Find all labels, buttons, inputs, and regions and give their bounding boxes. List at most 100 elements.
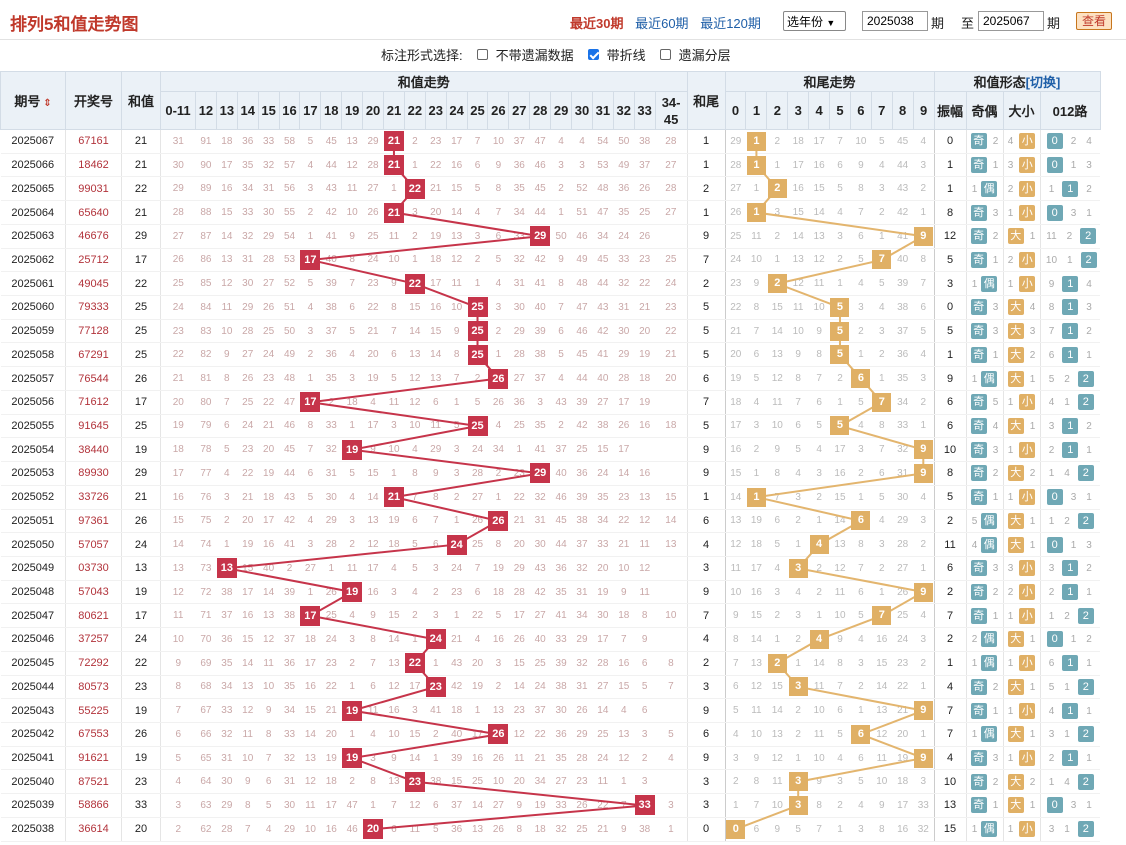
missing-value: 5 <box>412 562 418 574</box>
missing-value: 13 <box>618 728 630 740</box>
period-120-link[interactable]: 最近120期 <box>700 16 761 31</box>
sum-marker: 33 <box>634 795 655 816</box>
trend-cell: 24 <box>655 271 688 297</box>
option-no-missing-checkbox[interactable] <box>476 49 488 60</box>
tail-trend-cell: 6 <box>850 721 872 747</box>
trend-cell: 46 <box>550 484 572 510</box>
trend-cell: 43 <box>550 390 572 415</box>
missing-value: 36 <box>576 467 588 479</box>
oe-missing: 3 <box>992 326 999 338</box>
trend-cell: 9 <box>341 224 363 249</box>
trend-cell: 21 <box>237 484 259 510</box>
missing-value: 30 <box>618 325 630 337</box>
trend-cell: 14 <box>404 746 426 771</box>
missing-value: 9 <box>370 610 376 622</box>
trend-cell: 34 <box>571 603 593 629</box>
tail-trend-cell: 36 <box>892 342 914 368</box>
tail-trend-cell: 8 <box>787 366 809 391</box>
missing-value: 33 <box>221 705 233 717</box>
tail-trend-cell: 5 <box>829 295 851 320</box>
trend-cell: 5 <box>341 319 363 344</box>
tail-trend-cell: 1 <box>787 746 809 771</box>
missing-value: 15 <box>242 633 254 645</box>
trend-cell: 27 <box>160 224 196 249</box>
option-layer-checkbox[interactable] <box>659 49 671 60</box>
tail-trend-cell: 3 <box>787 675 809 700</box>
from-issue-input[interactable]: 2025038 <box>862 11 928 31</box>
trend-cell: 12 <box>404 390 426 415</box>
switch-link[interactable]: [切换] <box>1025 75 1061 90</box>
trend-cell: 20 <box>425 200 447 225</box>
missing-value: 17 <box>597 633 609 645</box>
tail-col-header: 5 <box>829 91 851 130</box>
missing-value: 17 <box>792 159 804 171</box>
missing-value: 6 <box>774 515 781 527</box>
trend-cell: 32 <box>571 556 593 581</box>
trend-cell: 30 <box>550 698 572 723</box>
trend-cell: 24 <box>613 224 635 249</box>
trend-cell: 9 <box>425 461 447 486</box>
missing-value: 42 <box>283 515 296 527</box>
trend-cell: 22 <box>320 675 342 700</box>
trend-cell: 13 <box>383 769 405 795</box>
trend-cell: 75 <box>195 509 217 534</box>
amp-cell: 15 <box>934 817 967 842</box>
missing-value: 12 <box>771 373 783 385</box>
win-number-cell: 58866 <box>65 793 122 818</box>
trend-cell: 87 <box>195 224 217 249</box>
trend-cell: 3 <box>467 224 488 249</box>
trend-cell: 8 <box>655 651 688 676</box>
missing-value: 6 <box>224 420 230 432</box>
missing-value: 29 <box>897 515 909 527</box>
win-number-cell: 79333 <box>65 295 122 320</box>
missing-value: 8 <box>641 610 648 622</box>
trend-cell: 1 <box>341 675 363 700</box>
missing-value: 75 <box>200 515 212 527</box>
missing-value: 25 <box>576 823 588 835</box>
trend-cell: 29 <box>320 509 342 534</box>
bs-tag: 大 <box>1007 299 1024 316</box>
tail-trend-cell: 2 <box>808 484 830 510</box>
missing-value: 4 <box>816 444 822 456</box>
trend-cell: 5 <box>216 437 238 463</box>
option-polyline-checkbox[interactable] <box>587 49 599 60</box>
missing-value: 3 <box>453 444 460 456</box>
period-60-link[interactable]: 最近60期 <box>635 16 689 31</box>
sort-icon[interactable]: ⇕ <box>40 98 52 109</box>
trend-cell: 40 <box>446 721 468 747</box>
tail-trend-cell: 5 <box>829 176 851 202</box>
trend-cell: 27 <box>362 176 384 202</box>
oe-missing: 4 <box>971 539 978 551</box>
to-issue-input[interactable]: 2025067 <box>978 11 1044 31</box>
r012-missing: 1 <box>1070 160 1077 172</box>
trend-cell: 33 <box>237 200 259 225</box>
tail-trend-cell: 1 <box>745 484 767 510</box>
missing-value: 5 <box>837 183 843 195</box>
missing-value: 4 <box>495 420 502 432</box>
trend-cell: 6 <box>160 721 196 747</box>
trend-cell: 8 <box>299 414 321 439</box>
bs-tag: 小 <box>1019 394 1036 411</box>
query-button[interactable]: 查看 <box>1076 12 1112 30</box>
missing-value: 2 <box>920 396 927 408</box>
missing-value: 1 <box>795 657 801 669</box>
trend-cell: 4 <box>404 580 426 605</box>
trend-cell: 36 <box>237 129 259 154</box>
missing-value: 25 <box>325 610 337 622</box>
period-30-link[interactable]: 最近30期 <box>570 16 624 31</box>
missing-value: 35 <box>534 420 546 432</box>
trend-cell: 5 <box>634 675 656 700</box>
missing-value: 21 <box>367 325 379 337</box>
oe-missing: 3 <box>992 563 999 575</box>
r012-tag: 1 <box>1062 417 1079 434</box>
missing-value: 5 <box>816 420 822 432</box>
table-row: 2025046 37257 24 10 70 36 15 12 37 18 24 3 8 14 1 24 21 4… <box>0 627 1100 652</box>
missing-value: 1 <box>453 610 460 622</box>
tail-trend-cell: 1 <box>745 200 767 225</box>
missing-value: 6 <box>432 799 439 811</box>
table-row: 2025059 77128 25 23 83 10 28 25 50 3 37 5 21 7 14 15 9 25… <box>0 319 1100 344</box>
year-select[interactable]: 选年份 ▼ <box>783 11 846 31</box>
tail-trend-cell: 15 <box>871 651 893 676</box>
missing-value: 5 <box>495 254 502 266</box>
